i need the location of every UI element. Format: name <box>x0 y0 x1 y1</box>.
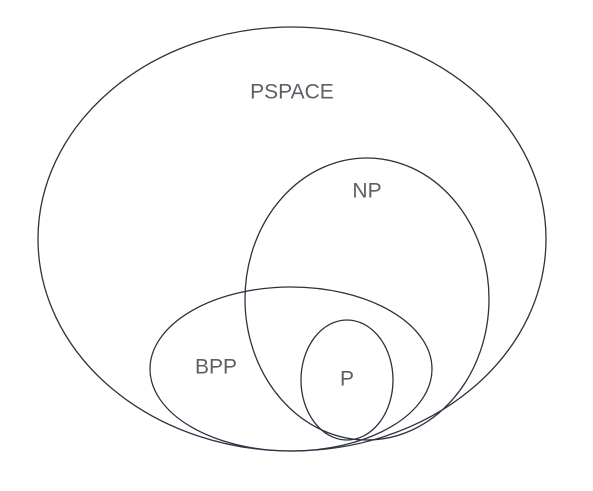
bpp-outline <box>149 286 433 452</box>
p-label: P <box>340 368 354 391</box>
pspace-label: PSPACE <box>250 81 334 104</box>
bpp-label: BPP <box>195 356 237 379</box>
np-label: NP <box>352 180 381 203</box>
bpp-set: BPP <box>149 286 433 452</box>
p-set: P <box>300 319 394 441</box>
np-outline <box>244 157 490 441</box>
p-outline <box>300 319 394 441</box>
pspace-set: PSPACE <box>37 26 547 452</box>
np-set: NP <box>244 157 490 441</box>
